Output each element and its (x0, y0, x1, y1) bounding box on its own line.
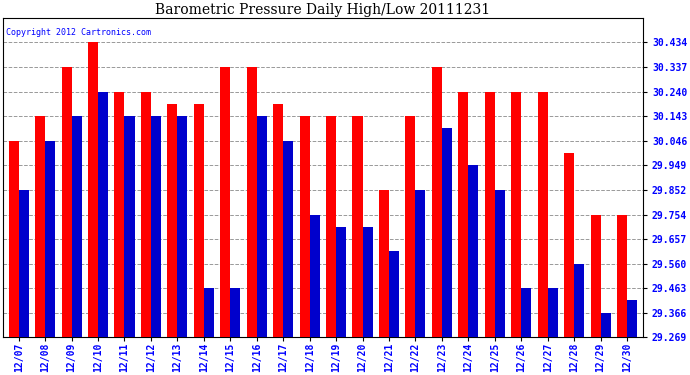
Bar (61, 67, 72, 337)
Bar (415, 190, 426, 337)
Bar (220, 67, 230, 337)
Bar (538, 92, 548, 337)
Bar (124, 116, 135, 337)
Bar (283, 141, 293, 337)
Bar (8, 141, 19, 337)
Bar (336, 227, 346, 337)
Bar (469, 165, 478, 337)
Bar (299, 116, 310, 337)
Bar (574, 264, 584, 337)
Bar (600, 313, 611, 337)
Bar (485, 92, 495, 337)
Bar (379, 190, 389, 337)
Bar (45, 141, 55, 337)
Bar (442, 128, 452, 337)
Bar (458, 92, 469, 337)
Bar (177, 116, 188, 337)
Bar (98, 92, 108, 337)
Bar (273, 104, 283, 337)
Bar (432, 67, 442, 337)
Bar (19, 190, 29, 337)
Bar (495, 190, 505, 337)
Bar (548, 288, 558, 337)
Bar (141, 92, 151, 337)
Bar (167, 104, 177, 337)
Bar (115, 92, 124, 337)
Bar (326, 116, 336, 337)
Bar (389, 251, 399, 337)
Bar (564, 153, 574, 337)
Bar (362, 227, 373, 337)
Bar (257, 116, 267, 337)
Title: Barometric Pressure Daily High/Low 20111231: Barometric Pressure Daily High/Low 20111… (155, 3, 491, 17)
Bar (194, 104, 204, 337)
Bar (204, 288, 214, 337)
Bar (230, 288, 240, 337)
Bar (88, 42, 98, 337)
Bar (310, 214, 319, 337)
Bar (247, 67, 257, 337)
Bar (406, 116, 415, 337)
Bar (35, 116, 45, 337)
Bar (353, 116, 362, 337)
Text: Copyright 2012 Cartronics.com: Copyright 2012 Cartronics.com (6, 27, 151, 36)
Bar (627, 300, 637, 337)
Bar (511, 92, 521, 337)
Bar (151, 116, 161, 337)
Bar (617, 214, 627, 337)
Bar (521, 288, 531, 337)
Bar (72, 116, 81, 337)
Bar (591, 214, 600, 337)
